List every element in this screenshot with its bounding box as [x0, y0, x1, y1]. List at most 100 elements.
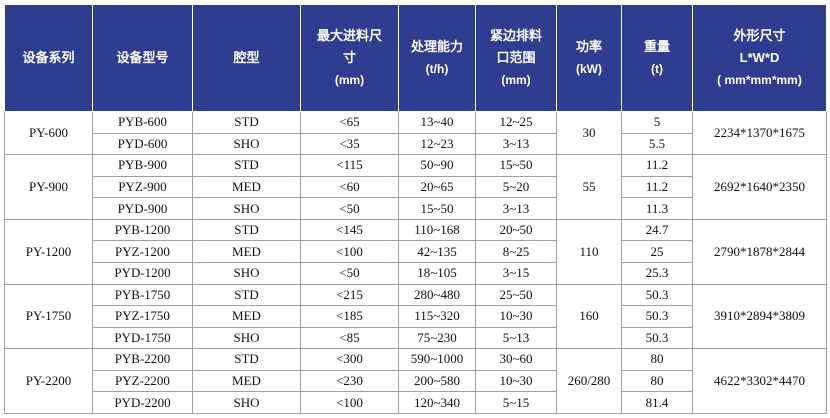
model-cell: PYD-900: [92, 197, 193, 220]
capacity-cell: 42~135: [398, 240, 476, 263]
table-row: PYD-2200 SHO <100 120~340 5~15 81.4: [5, 391, 827, 414]
dimensions-cell: 2234*1370*1675: [692, 110, 827, 156]
feed-cell: <85: [300, 326, 399, 350]
header-weight-unit: (t): [651, 62, 663, 76]
header-discharge-line1: 紧边排料: [489, 28, 542, 43]
table-body: PY-600 PYB-600 STD <65 13~40 12~25 30 5 …: [4, 110, 827, 414]
weight-cell: 50.3: [621, 305, 693, 328]
header-feed-line1: 最大进料尺: [316, 28, 382, 43]
discharge-cell: 30~60: [475, 348, 557, 371]
discharge-cell: 3~13: [475, 132, 557, 156]
cavity-cell: STD: [192, 111, 301, 134]
header-capacity-line1: 处理能力: [410, 39, 463, 54]
header-dimensions-line2: L*W*D: [739, 50, 780, 65]
discharge-cell: 3~15: [475, 261, 557, 285]
capacity-cell: 200~580: [398, 369, 476, 393]
table-row: PY-1200 PYB-1200 STD <145 110~168 20~50 …: [4, 218, 827, 285]
cavity-cell: MED: [192, 305, 301, 328]
discharge-cell: 15~50: [475, 154, 557, 177]
model-cell: PYD-1750: [92, 326, 193, 350]
cavity-cell: SHO: [192, 261, 301, 285]
weight-cell: 11.2: [621, 175, 693, 199]
table-header: 设备系列 设备型号 腔型 最大进料尺 寸 (mm) 处理能力 (t/h) 紧边排…: [4, 4, 827, 112]
weight-cell: 25.3: [621, 261, 693, 285]
capacity-cell: 75~230: [398, 326, 476, 350]
series-cell: PY-2200: [4, 348, 93, 414]
table-row: PYD-1200 SHO <50 18~105 3~15 25.3: [5, 261, 827, 285]
table-row: PYD-900 SHO <50 15~50 3~13 11.3: [5, 197, 827, 220]
discharge-cell: 5~20: [475, 175, 557, 199]
dimensions-cell: 2692*1640*2350: [692, 154, 827, 220]
capacity-cell: 50~90: [398, 154, 476, 177]
discharge-cell: 3~13: [475, 197, 557, 220]
model-cell: PYZ-2200: [92, 369, 193, 393]
feed-cell: <100: [300, 391, 399, 414]
header-row: 设备系列 设备型号 腔型 最大进料尺 寸 (mm) 处理能力 (t/h) 紧边排…: [4, 4, 827, 112]
capacity-cell: 120~340: [398, 391, 476, 414]
header-capacity-unit: (t/h): [425, 62, 449, 76]
header-discharge-unit: (mm): [501, 73, 531, 87]
model-cell: PYD-600: [92, 132, 193, 156]
discharge-cell: 25~50: [475, 283, 557, 307]
header-feed-unit: (mm): [334, 73, 365, 87]
header-cavity: 腔型: [192, 4, 301, 112]
feed-cell: <100: [300, 240, 399, 263]
table-row: PY-2200 PYB-2200 STD <300 590~1000 30~60…: [4, 348, 827, 414]
feed-cell: <35: [300, 132, 399, 156]
power-cell: 55: [556, 154, 622, 220]
cavity-cell: STD: [192, 283, 301, 307]
capacity-cell: 15~50: [398, 197, 476, 220]
feed-cell: <185: [300, 305, 399, 328]
cavity-cell: MED: [192, 369, 301, 393]
feed-cell: <65: [300, 111, 399, 134]
model-cell: PYB-900: [92, 154, 193, 177]
power-cell: 110: [556, 218, 622, 285]
feed-cell: <215: [300, 283, 399, 307]
cavity-cell: STD: [192, 218, 301, 242]
header-power-unit: (kW): [576, 62, 602, 76]
header-power-line1: 功率: [575, 39, 602, 54]
header-weight: 重量 (t): [621, 4, 693, 112]
feed-cell: <300: [300, 348, 399, 371]
header-dimensions-unit: ( mm*mm*mm): [717, 73, 802, 87]
series-cell: PY-600: [4, 110, 93, 156]
table-row: PY-1750 PYB-1750 STD <215 280~480 25~50 …: [4, 283, 827, 350]
weight-cell: 25: [621, 240, 693, 263]
capacity-cell: 590~1000: [398, 348, 476, 371]
weight-cell: 11.2: [621, 154, 693, 177]
weight-cell: 5.5: [621, 132, 693, 156]
weight-cell: 11.3: [621, 197, 693, 220]
cavity-cell: SHO: [192, 132, 301, 156]
cavity-cell: STD: [192, 348, 301, 371]
discharge-cell: 10~30: [475, 369, 557, 393]
model-cell: PYB-600: [92, 111, 193, 134]
discharge-cell: 20~50: [475, 218, 557, 242]
capacity-cell: 20~65: [398, 175, 476, 199]
header-series: 设备系列: [4, 4, 93, 112]
series-cell: PY-900: [4, 154, 93, 220]
capacity-cell: 12~23: [398, 132, 476, 156]
discharge-cell: 8~25: [475, 240, 557, 263]
table-row: PY-900 PYB-900 STD <115 50~90 15~50 55 1…: [4, 154, 827, 220]
header-discharge-line2: 口范围: [496, 50, 536, 65]
power-cell: 30: [556, 110, 622, 156]
dimensions-cell: 4622*3302*4470: [692, 348, 827, 414]
table-row: PY-600 PYB-600 STD <65 13~40 12~25 30 5 …: [4, 110, 827, 156]
capacity-cell: 280~480: [398, 283, 476, 307]
weight-cell: 5: [621, 111, 693, 134]
spec-table: 设备系列 设备型号 腔型 最大进料尺 寸 (mm) 处理能力 (t/h) 紧边排…: [4, 4, 827, 414]
cavity-cell: MED: [192, 175, 301, 199]
header-model: 设备型号: [92, 4, 193, 112]
feed-cell: <60: [300, 175, 399, 199]
cavity-cell: MED: [192, 240, 301, 263]
model-cell: PYD-1200: [92, 261, 193, 285]
model-cell: PYZ-1750: [92, 305, 193, 328]
cavity-cell: SHO: [192, 326, 301, 350]
capacity-cell: 13~40: [398, 111, 476, 134]
header-power: 功率 (kW): [556, 4, 622, 112]
model-cell: PYB-1200: [92, 218, 193, 242]
header-dimensions: 外形尺寸 L*W*D ( mm*mm*mm): [692, 4, 827, 112]
power-cell: 260/280: [556, 348, 622, 414]
dimensions-cell: 3910*2894*3809: [692, 283, 827, 350]
table-row: PYZ-1200 MED <100 42~135 8~25 25: [5, 240, 827, 263]
